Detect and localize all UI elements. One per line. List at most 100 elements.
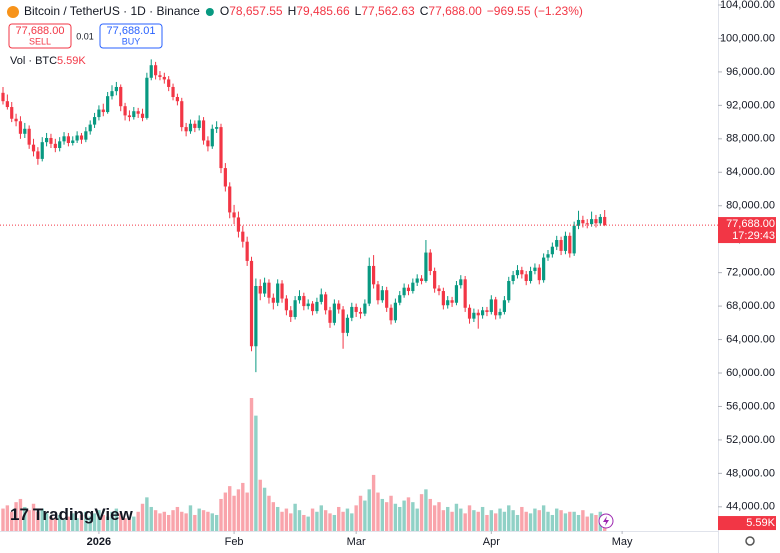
volume-bar — [166, 514, 171, 531]
sell-price: 77,688.00 — [16, 25, 65, 37]
y-tick-label: 52,000.00 — [726, 434, 775, 446]
candle-body — [27, 128, 31, 145]
candle-body — [481, 310, 485, 316]
candle-body — [393, 302, 397, 321]
flash-glyph — [603, 516, 609, 526]
volume-bar — [411, 502, 415, 531]
volume-bar — [328, 513, 332, 531]
volume-bar — [18, 498, 23, 531]
volume-bar — [31, 503, 36, 531]
volume-label: 5.59K — [746, 517, 775, 529]
y-tick-label: 100,000.00 — [720, 32, 775, 44]
candle-body — [332, 303, 336, 323]
volume-bar — [467, 505, 472, 531]
spread: 0.01 — [76, 31, 94, 41]
logo: 17 TradingView — [10, 505, 134, 524]
volume-bar — [419, 494, 424, 531]
coin-icon — [7, 6, 19, 18]
candle-body — [201, 120, 206, 141]
y-tick-label: 92,000.00 — [726, 99, 775, 111]
y-tick-label: 80,000.00 — [726, 200, 775, 212]
candle-body — [398, 295, 402, 303]
candle-body — [376, 284, 380, 301]
candle-body — [66, 136, 70, 143]
volume-bar — [267, 495, 271, 531]
candle-body — [297, 296, 302, 301]
volume-bar — [323, 510, 328, 531]
candle-body — [568, 235, 572, 254]
volume-bar — [232, 495, 236, 531]
candle-body — [415, 278, 419, 283]
y-tick-label: 60,000.00 — [726, 367, 775, 379]
candle-body — [136, 111, 140, 114]
last-price-box — [718, 217, 776, 244]
candle-body — [110, 91, 114, 97]
buy-button[interactable] — [99, 23, 163, 49]
volume-bar — [520, 506, 524, 531]
volume-bar — [105, 516, 110, 531]
candle-body — [223, 168, 227, 187]
status-dot — [205, 8, 214, 16]
legend-value: 77,562.63 — [361, 4, 415, 18]
volume-bar — [171, 510, 175, 531]
x-tick-label: 2026 — [87, 536, 111, 548]
y-tick-label: 68,000.00 — [726, 300, 775, 312]
candle-body — [524, 274, 528, 281]
volume-bar — [472, 510, 476, 531]
sell-button[interactable] — [8, 23, 72, 49]
volume-bar — [406, 497, 411, 531]
candle-body — [267, 282, 271, 298]
candle-body — [84, 131, 88, 140]
candle-body — [219, 127, 223, 169]
x-tick-label: Feb — [225, 536, 244, 548]
candle-body — [576, 219, 581, 226]
candle-body — [550, 246, 554, 255]
volume-bar — [337, 506, 341, 531]
volume-value: 5.59K — [57, 55, 86, 67]
volume-bar — [206, 511, 210, 531]
candle-body — [71, 140, 75, 143]
volume-bar — [341, 511, 345, 531]
volume-bar — [376, 492, 380, 531]
settings-icon[interactable] — [745, 536, 755, 546]
volume-bar — [572, 511, 576, 531]
candle-body — [215, 127, 219, 129]
candle-body — [354, 306, 358, 312]
candle-body — [572, 225, 576, 254]
ohlc-legend: O 78,657.55 H 79,485.66 L 77,562.63 C 77,688.00… — [205, 4, 583, 18]
volume-bar — [450, 511, 454, 531]
volume-bar — [193, 514, 197, 531]
volume-bar — [367, 489, 371, 531]
legend-key: O — [220, 4, 229, 18]
volume-bar — [589, 513, 594, 531]
candle-body — [489, 299, 493, 312]
candle-body — [92, 117, 97, 125]
candle-body — [114, 86, 118, 92]
candle-body — [184, 127, 188, 132]
volume-bar — [254, 415, 258, 531]
y-tick-label: 84,000.00 — [726, 166, 775, 178]
volume-bar — [528, 513, 533, 531]
logo-text: TradingView — [33, 505, 134, 524]
candle-body — [236, 217, 241, 232]
legend-value: 78,657.55 — [229, 4, 283, 18]
volume-bar — [507, 505, 511, 531]
candle-body — [446, 300, 450, 306]
candle-body — [193, 123, 197, 128]
candle-body — [467, 307, 472, 319]
volume-bar — [145, 497, 149, 531]
candle-body — [341, 309, 345, 333]
candle-body — [437, 288, 441, 292]
buy-label: BUY — [122, 36, 141, 46]
volume-bar — [358, 495, 363, 531]
volume-bar — [188, 505, 193, 531]
candle-body — [590, 219, 594, 225]
candle-body — [389, 307, 393, 321]
candle-body — [53, 143, 57, 149]
volume-bar — [27, 510, 31, 531]
volume-bar — [88, 516, 92, 531]
candle-body — [428, 252, 432, 271]
sell-label: SELL — [29, 36, 51, 46]
volume-bar — [23, 506, 27, 531]
candle-body — [18, 121, 23, 134]
